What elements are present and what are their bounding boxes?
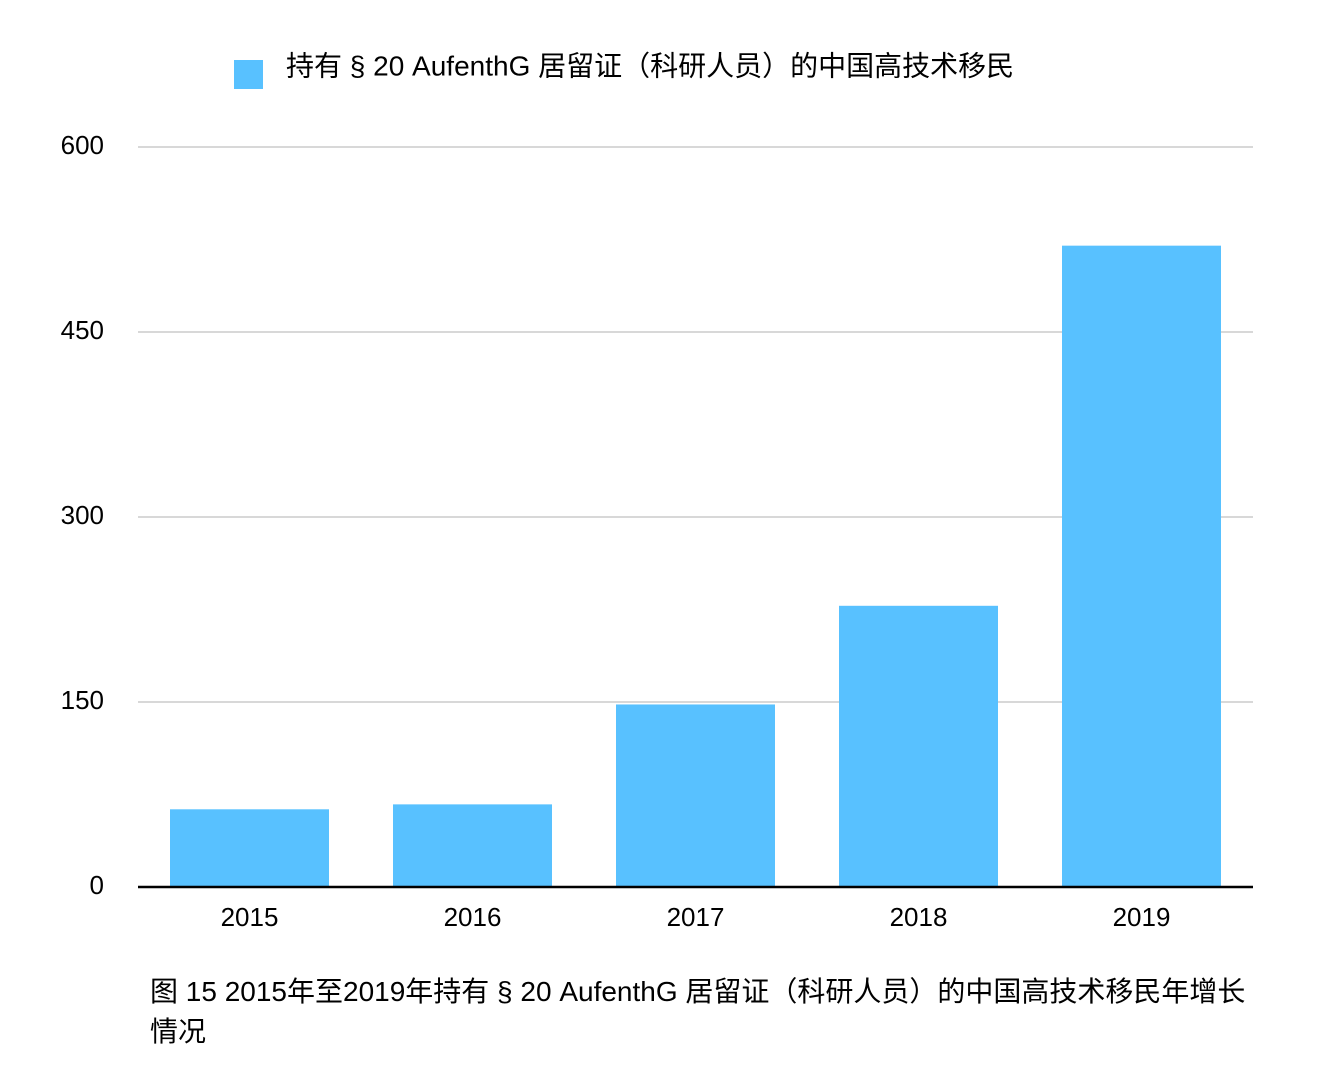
x-axis-ticks: 2015 2016 2017 2018 2019 <box>221 902 1171 932</box>
y-tick-label-600: 600 <box>61 130 104 160</box>
bar-2019 <box>1062 245 1221 887</box>
bar-2017 <box>616 704 775 887</box>
y-tick-label-150: 150 <box>61 685 104 715</box>
chart-legend: 持有 § 20 AufenthG 居留证（科研人员）的中国高技术移民 <box>234 50 1014 89</box>
x-tick-label-2017: 2017 <box>667 902 725 932</box>
figure-caption: 图 15 2015年至2019年持有 § 20 AufenthG 居留证（科研人… <box>150 976 1246 1047</box>
x-tick-label-2016: 2016 <box>444 902 502 932</box>
bar-2018 <box>839 605 998 887</box>
y-tick-label-0: 0 <box>90 870 104 900</box>
legend-label: 持有 § 20 AufenthG 居留证（科研人员）的中国高技术移民 <box>286 50 1014 81</box>
y-axis-ticks: 0 150 300 450 600 <box>61 130 104 900</box>
bar-chart: 持有 § 20 AufenthG 居留证（科研人员）的中国高技术移民 0 150 3… <box>61 50 1253 932</box>
y-tick-label-300: 300 <box>61 500 104 530</box>
bar-2016 <box>393 804 552 887</box>
x-tick-label-2018: 2018 <box>890 902 948 932</box>
bars <box>170 245 1221 887</box>
x-tick-label-2019: 2019 <box>1113 902 1171 932</box>
legend-swatch <box>234 60 263 89</box>
x-tick-label-2015: 2015 <box>221 902 279 932</box>
y-tick-label-450: 450 <box>61 315 104 345</box>
bar-2015 <box>170 809 329 887</box>
